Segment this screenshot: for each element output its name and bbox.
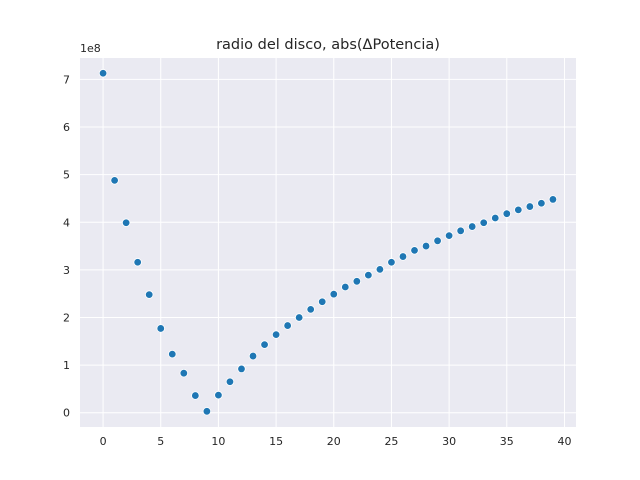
data-point: [133, 258, 142, 267]
data-point: [98, 69, 108, 78]
x-tick-label: 10: [211, 435, 225, 448]
data-point: [306, 305, 315, 314]
data-point: [491, 213, 500, 223]
data-point: [329, 289, 338, 299]
y-tick-label: 3: [63, 264, 70, 277]
data-point: [444, 231, 454, 240]
data-point: [387, 258, 396, 267]
axis-ticks: 0 5 10 15 20 25 30 35 40 0 1 2 3 4 5 6 7: [63, 73, 571, 448]
data-point: [294, 313, 304, 322]
data-point: [433, 236, 442, 246]
data-point: [179, 368, 189, 378]
grid-lines: [80, 58, 576, 427]
data-point: [260, 340, 269, 349]
data-point: [145, 290, 154, 299]
x-tick-label: 35: [500, 435, 514, 448]
data-point: [214, 390, 223, 400]
data-point: [352, 277, 362, 286]
x-tick-label: 20: [327, 435, 341, 448]
x-tick-label: 5: [157, 435, 164, 448]
data-point: [271, 330, 281, 339]
data-point: [514, 205, 523, 215]
data-point: [421, 241, 431, 251]
plot-area: [80, 58, 576, 427]
y-tick-label: 2: [63, 311, 70, 324]
data-point: [341, 282, 350, 292]
data-point: [502, 209, 511, 218]
y-tick-label: 4: [63, 216, 70, 229]
x-tick-label: 15: [269, 435, 283, 448]
y-tick-label: 0: [63, 407, 70, 420]
chart-title: radio del disco, abs(ΔPotencia): [216, 37, 440, 53]
y-tick-label: 5: [63, 169, 70, 182]
data-point: [191, 391, 200, 400]
data-point: [398, 252, 408, 261]
data-point: [168, 349, 177, 359]
data-point: [525, 202, 535, 211]
y-tick-label: 7: [63, 73, 70, 86]
x-tick-label: 30: [442, 435, 456, 448]
data-point: [121, 218, 131, 227]
data-point: [318, 297, 327, 306]
x-tick-label: 0: [100, 435, 107, 448]
data-point: [283, 321, 292, 330]
data-point: [225, 377, 235, 386]
x-tick-label: 25: [384, 435, 398, 448]
data-point: [248, 351, 258, 361]
data-point: [364, 270, 373, 280]
data-point: [456, 226, 465, 236]
y-tick-label: 1: [63, 359, 70, 372]
data-point: [537, 199, 546, 208]
data-point: [479, 218, 488, 227]
data-point: [410, 246, 419, 255]
y-tick-label: 6: [63, 121, 70, 134]
y-axis-offset-label: 1e8: [80, 42, 101, 55]
data-point: [237, 364, 246, 374]
x-tick-label: 40: [557, 435, 571, 448]
data-point: [375, 265, 385, 274]
data-point: [156, 324, 165, 333]
data-points: [98, 69, 558, 416]
data-point: [467, 222, 477, 231]
data-point: [110, 176, 119, 185]
data-point: [548, 195, 558, 204]
data-point: [202, 407, 212, 416]
